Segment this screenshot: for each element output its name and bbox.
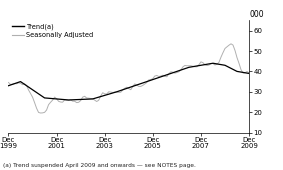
Legend: Trend(a), Seasonally Adjusted: Trend(a), Seasonally Adjusted <box>12 24 94 38</box>
Text: (a) Trend suspended April 2009 and onwards — see NOTES page.: (a) Trend suspended April 2009 and onwar… <box>3 163 196 168</box>
Text: 000: 000 <box>249 10 264 19</box>
